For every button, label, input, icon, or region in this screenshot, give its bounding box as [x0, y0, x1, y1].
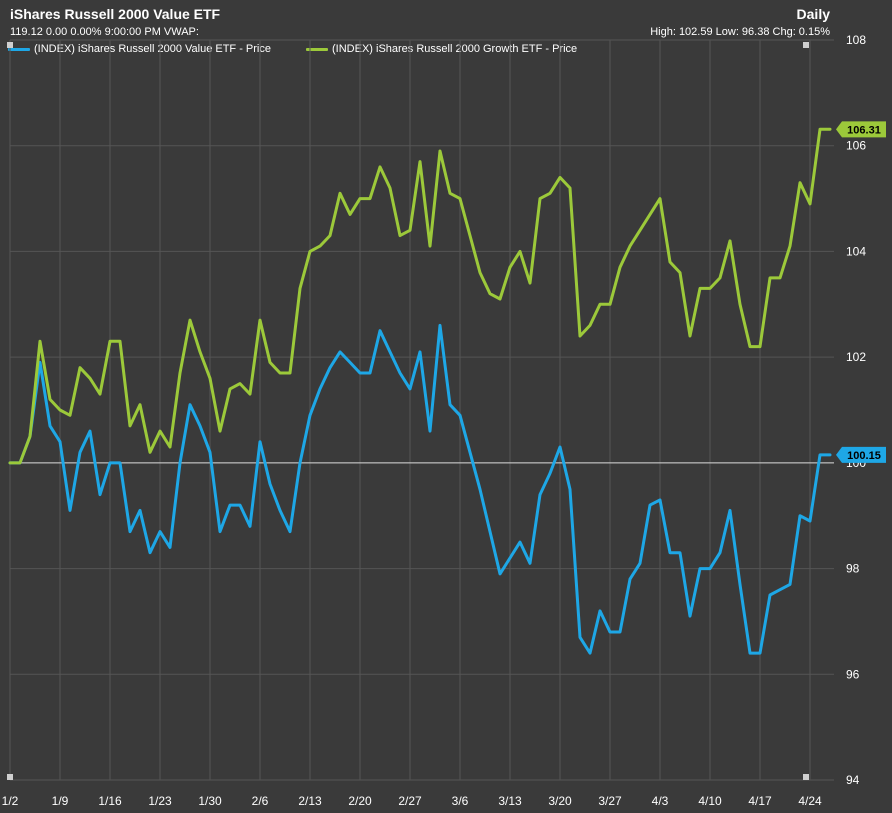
- y-tick-label: 108: [846, 33, 866, 47]
- x-tick-label: 3/27: [598, 794, 622, 808]
- x-tick-label: 1/2: [2, 794, 19, 808]
- x-tick-label: 4/10: [698, 794, 722, 808]
- y-tick-label: 94: [846, 773, 860, 787]
- x-tick-label: 2/6: [252, 794, 269, 808]
- x-tick-label: 3/6: [452, 794, 469, 808]
- x-tick-label: 1/9: [52, 794, 69, 808]
- legend-label-value: (INDEX) iShares Russell 2000 Value ETF -…: [34, 43, 271, 55]
- growth-etf-last-badge: 106.31: [836, 121, 886, 138]
- axis-layer: 9496981001021041061081/21/91/161/231/302…: [2, 33, 867, 808]
- resize-handle[interactable]: [7, 774, 13, 780]
- x-tick-label: 4/17: [748, 794, 772, 808]
- resize-handle[interactable]: [803, 42, 809, 48]
- y-tick-label: 106: [846, 139, 866, 153]
- badge-label: 100.15: [847, 450, 881, 462]
- stats-line: High: 102.59 Low: 96.38 Chg: 0.15%: [650, 26, 830, 38]
- badge-shape: [836, 446, 886, 463]
- legend-swatch-value: [8, 47, 30, 51]
- value-etf-last-badge: 100.15: [836, 446, 886, 463]
- y-tick-label: 102: [846, 350, 866, 364]
- x-tick-label: 3/13: [498, 794, 522, 808]
- x-tick-label: 1/23: [148, 794, 172, 808]
- value-etf-line[interactable]: [8, 323, 832, 655]
- growth-etf-line[interactable]: [8, 127, 832, 465]
- chart-title: iShares Russell 2000 Value ETF: [10, 6, 221, 22]
- x-tick-label: 2/13: [298, 794, 322, 808]
- badge-label: 106.31: [847, 124, 881, 136]
- y-tick-label: 98: [846, 562, 860, 576]
- badge-layer: 100.15 106.31: [836, 121, 886, 463]
- series-layer: [8, 127, 832, 655]
- resize-handle[interactable]: [7, 42, 13, 48]
- quote-line: 119.12 0.00 0.00% 9:00:00 PM VWAP:: [10, 26, 199, 38]
- period-label[interactable]: Daily: [796, 6, 830, 22]
- handle-layer: [7, 42, 809, 780]
- y-tick-label: 104: [846, 244, 866, 258]
- x-tick-label: 2/27: [398, 794, 422, 808]
- x-tick-label: 1/16: [98, 794, 122, 808]
- x-tick-label: 1/30: [198, 794, 222, 808]
- x-tick-label: 4/3: [652, 794, 669, 808]
- y-tick-label: 96: [846, 667, 860, 681]
- legend-item-value[interactable]: (INDEX) iShares Russell 2000 Value ETF -…: [8, 43, 271, 55]
- resize-handle[interactable]: [803, 774, 809, 780]
- x-tick-label: 4/24: [798, 794, 822, 808]
- x-tick-label: 2/20: [348, 794, 372, 808]
- legend-item-growth[interactable]: (INDEX) iShares Russell 2000 Growth ETF …: [306, 43, 577, 55]
- grid-layer: [9, 39, 834, 781]
- legend-label-growth: (INDEX) iShares Russell 2000 Growth ETF …: [332, 43, 578, 55]
- legend-swatch-growth: [306, 47, 328, 51]
- badge-shape: [836, 121, 886, 138]
- x-tick-label: 3/20: [548, 794, 572, 808]
